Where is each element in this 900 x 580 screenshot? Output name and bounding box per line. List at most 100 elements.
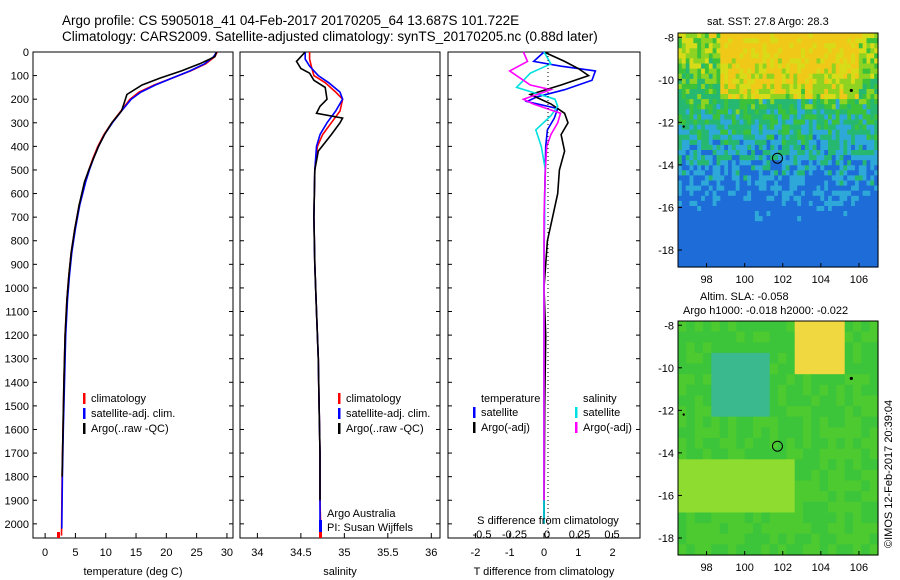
map-cell <box>716 180 721 187</box>
map-cell <box>739 48 744 54</box>
x-axis-label: temperature (deg C) <box>83 566 182 578</box>
y-tick-label: 800 <box>11 236 29 248</box>
map-cell <box>785 58 791 65</box>
map-cell <box>835 43 841 49</box>
map-cell <box>862 119 867 126</box>
map-cell <box>731 170 737 176</box>
map-cell <box>816 144 821 151</box>
map-cell <box>847 89 852 95</box>
map-cell <box>754 43 760 49</box>
map-cell <box>835 73 841 80</box>
map-cell <box>754 139 760 146</box>
map-cell <box>839 190 844 197</box>
map-cell <box>697 68 702 75</box>
x-tick-label: -1 <box>505 547 515 559</box>
map-cell <box>694 544 704 556</box>
map-cell <box>804 38 810 44</box>
map-cell <box>870 94 875 100</box>
x-tick-label: 5 <box>72 547 78 559</box>
map-y-tick-label: -12 <box>658 405 674 417</box>
map-cell <box>778 438 787 450</box>
map-cell <box>801 83 806 90</box>
map-cell <box>739 180 744 187</box>
map-cell <box>731 206 737 212</box>
map-cell <box>678 58 683 65</box>
map-cell <box>778 211 783 217</box>
map-cell <box>828 53 833 59</box>
map-cell <box>843 216 848 222</box>
map-cell <box>844 395 854 407</box>
map-cell <box>685 139 691 146</box>
map-cell <box>728 342 737 354</box>
island-marker <box>849 376 853 381</box>
map-cell <box>731 139 737 146</box>
map-cell <box>789 160 794 166</box>
map-cell <box>870 58 875 65</box>
map-cell <box>820 43 825 49</box>
map-cell <box>870 195 875 202</box>
map-cell <box>781 129 787 136</box>
map-cell <box>839 221 844 227</box>
map-cell <box>858 221 864 227</box>
x-tick-label: 0 <box>42 547 48 559</box>
map-cell <box>843 73 848 80</box>
map-cell <box>874 68 879 75</box>
map-cell <box>820 58 825 65</box>
map-cell <box>831 261 837 268</box>
map-cell <box>720 185 725 192</box>
map-cell <box>744 438 754 450</box>
map-cell <box>678 99 683 105</box>
map-x-tick-label: 98 <box>700 562 712 574</box>
map-cell <box>716 99 721 105</box>
map-cell <box>693 195 698 202</box>
map-cell <box>678 48 683 54</box>
map-cell <box>851 236 856 243</box>
map-cell <box>719 469 729 482</box>
map-cell <box>778 139 783 146</box>
map-cell <box>751 68 756 75</box>
map-cell <box>816 226 821 232</box>
map-cell <box>801 114 806 121</box>
map-cell <box>739 104 744 110</box>
map-cell <box>686 544 696 556</box>
map-cell <box>843 180 848 187</box>
map-cell <box>681 261 687 268</box>
map-cell <box>831 99 837 105</box>
map-cell <box>758 33 764 39</box>
map-cell <box>869 384 879 396</box>
map-cell <box>762 206 767 212</box>
map-cell <box>694 480 704 492</box>
map-cell <box>728 512 737 524</box>
map-cell <box>770 63 775 70</box>
map-cell <box>678 427 687 439</box>
map-cell <box>853 352 862 365</box>
map-cell <box>720 104 725 110</box>
map-cell <box>811 331 821 343</box>
map-cell <box>862 73 867 80</box>
map-cell <box>801 165 806 171</box>
map-cell <box>774 185 779 192</box>
map-cell <box>719 384 729 396</box>
map-cell <box>854 53 860 59</box>
map-cell <box>751 38 756 44</box>
map-cell <box>720 78 725 85</box>
map-cell <box>808 216 814 222</box>
map-cell <box>828 170 833 176</box>
map-cell <box>866 124 871 131</box>
map-cell <box>728 129 733 136</box>
map-cell <box>812 261 817 268</box>
map-cell <box>770 144 775 151</box>
map-cell <box>820 195 825 202</box>
map-cell <box>797 129 802 136</box>
map-cell <box>766 89 771 95</box>
map-cell <box>803 395 812 407</box>
map-cell <box>704 231 710 238</box>
climatology-title: Climatology: CARS2009. Satellite-adjuste… <box>62 29 598 44</box>
map-cell <box>681 216 687 222</box>
argo-location-marker <box>771 440 783 452</box>
map-cell <box>778 216 783 222</box>
map-cell <box>751 185 756 192</box>
map-cell <box>862 68 867 75</box>
map-cell <box>694 374 704 386</box>
